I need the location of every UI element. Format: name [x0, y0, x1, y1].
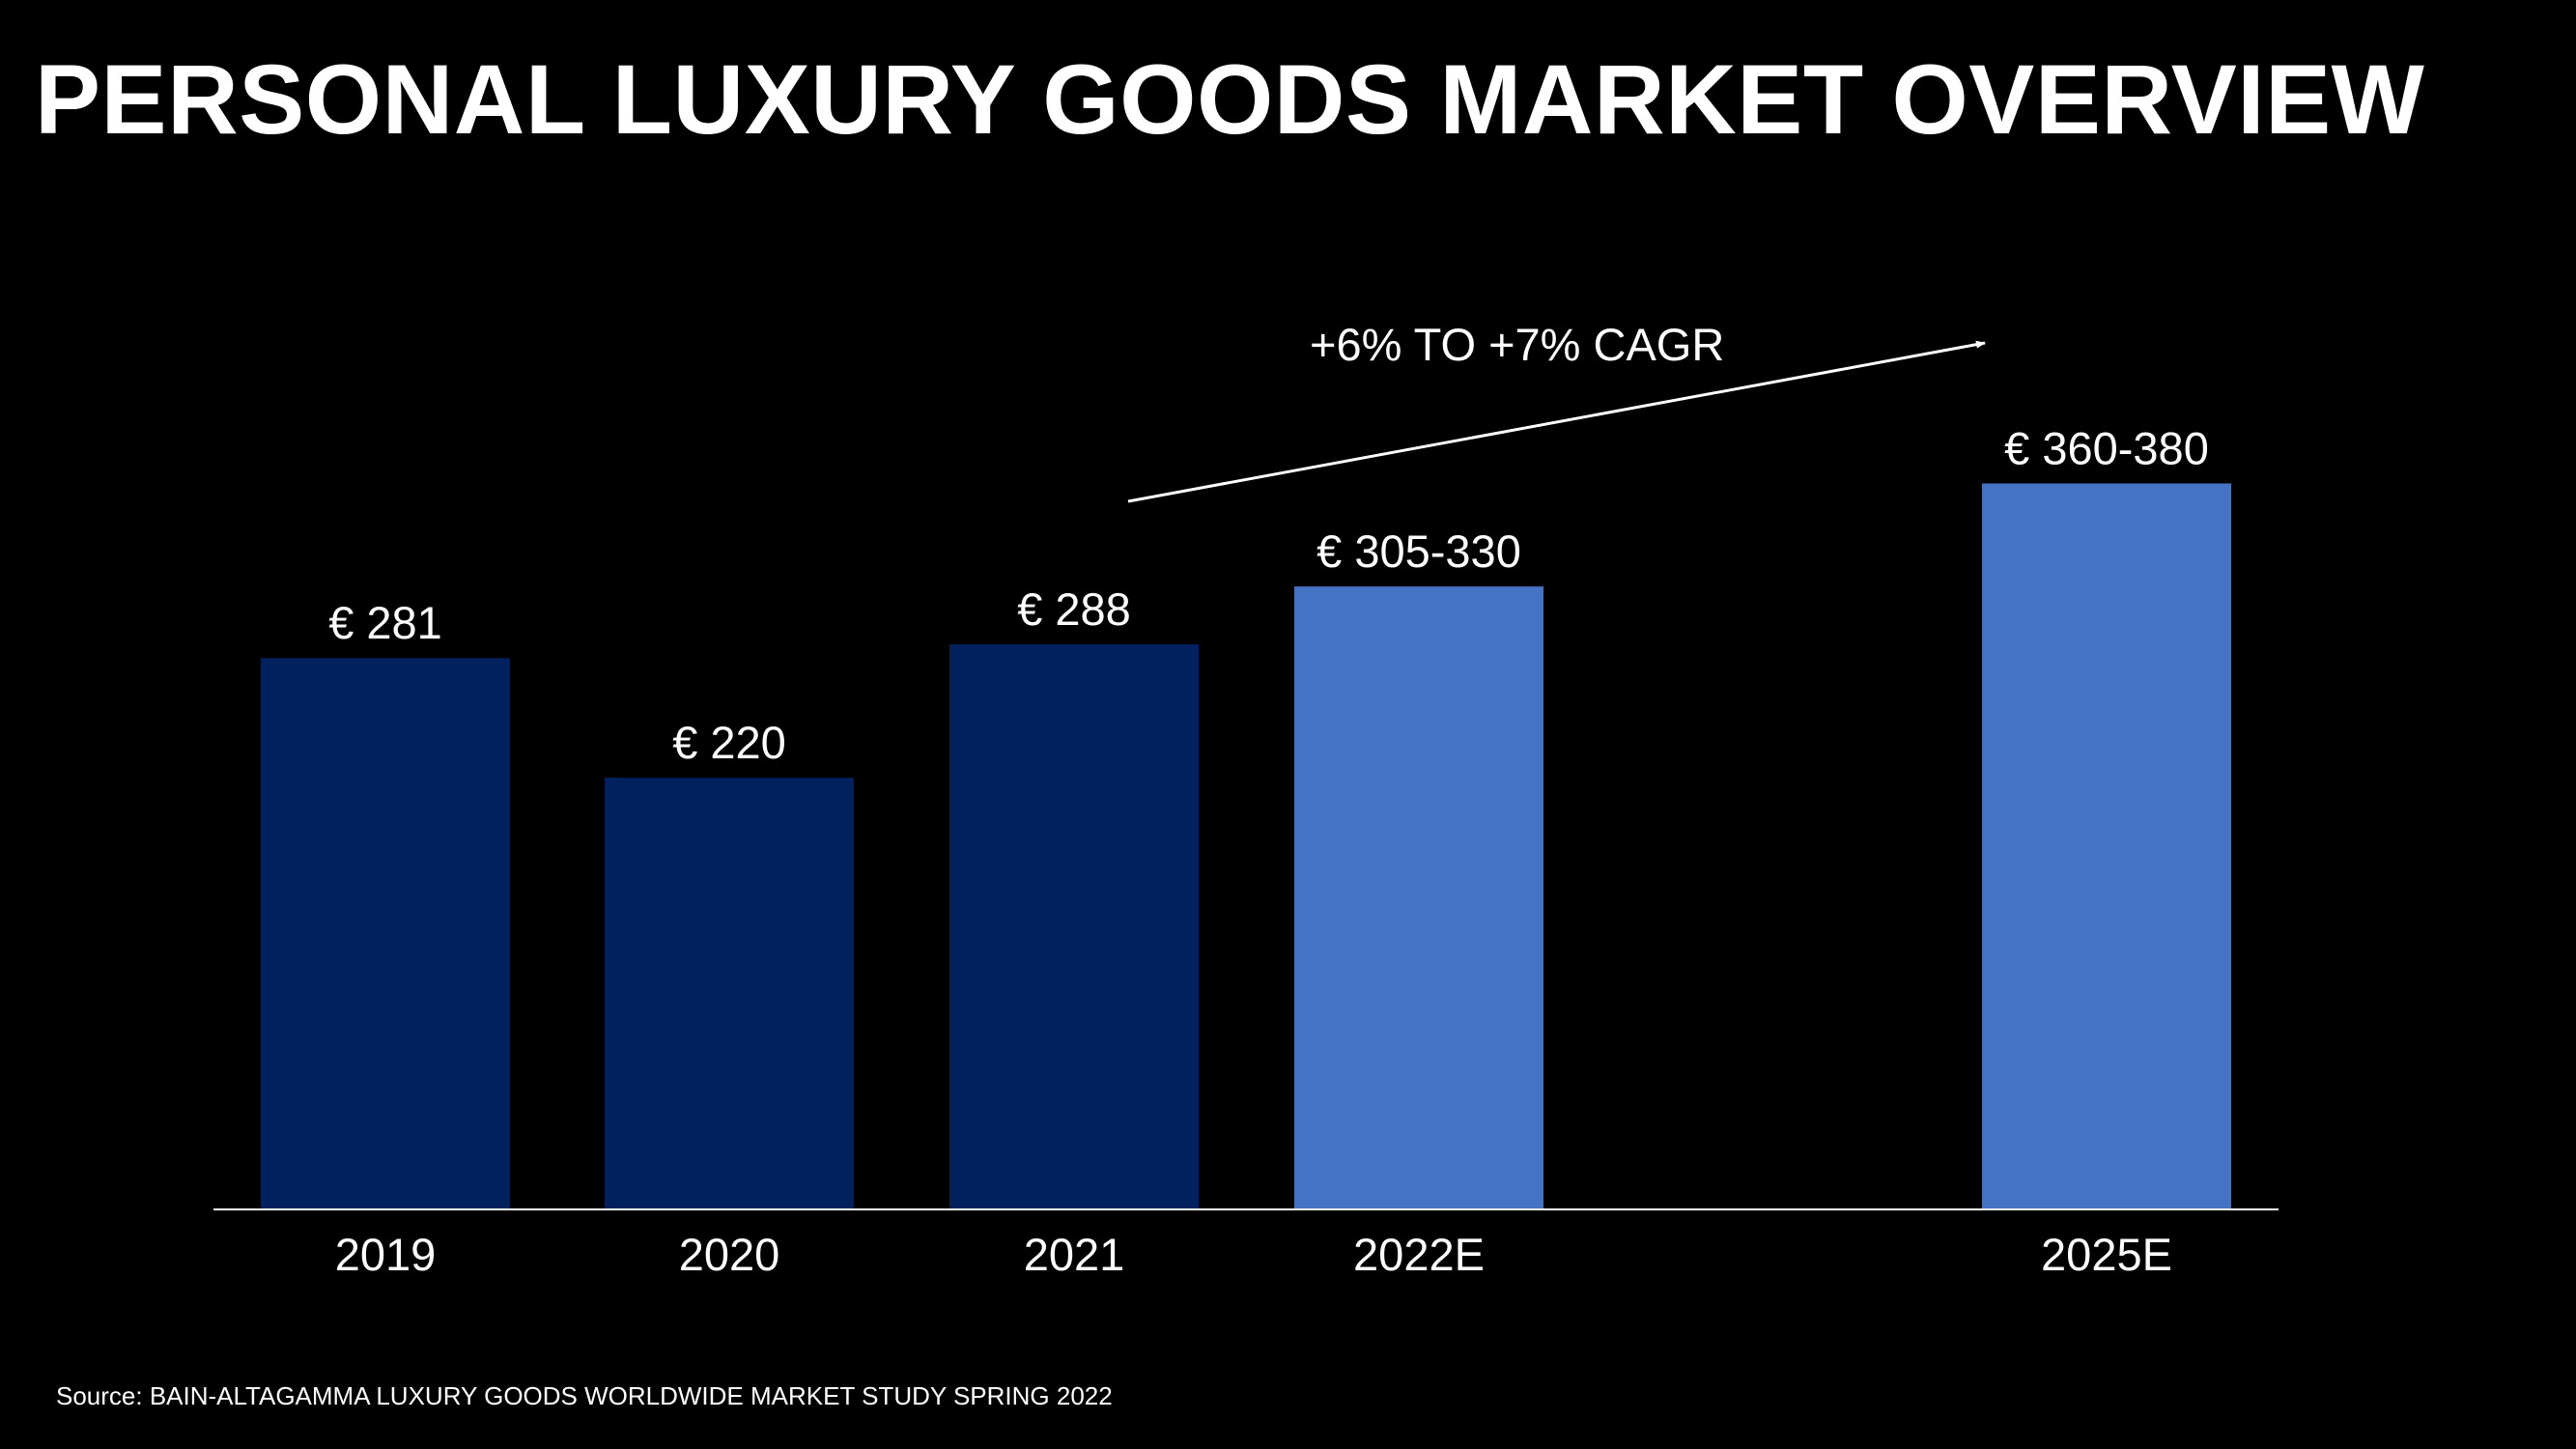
- cagr-annotation: +6% TO +7% CAGR: [1310, 319, 1724, 370]
- x-tick-label-2020: 2020: [679, 1229, 780, 1280]
- x-tick-label-2025e: 2025E: [2041, 1229, 2172, 1280]
- bar-2022e: [1294, 586, 1543, 1209]
- x-tick-label-2021: 2021: [1024, 1229, 1125, 1280]
- data-label-2021: € 288: [1017, 583, 1131, 635]
- cagr-trend-arrow: [1127, 340, 1986, 503]
- bar-2025e: [1982, 483, 2231, 1209]
- bar-2020: [605, 778, 854, 1209]
- bar-2019: [261, 658, 510, 1209]
- data-label-2025e: € 360-380: [2004, 422, 2209, 473]
- bars-layer: [261, 483, 2231, 1209]
- source-note: Source: BAIN-ALTAGAMMA LUXURY GOODS WORL…: [56, 1381, 1113, 1410]
- data-label-2019: € 281: [328, 597, 442, 648]
- labels-layer: € 281 2019 € 220 2020 € 288 2021 € 305-330 2022…: [328, 422, 2209, 1280]
- data-label-2020: € 220: [672, 717, 786, 768]
- data-label-2022e: € 305-330: [1316, 526, 1521, 577]
- bar-2021: [949, 644, 1199, 1209]
- slide-title: PERSONAL LUXURY GOODS MARKET OVERVIEW: [35, 44, 2425, 155]
- x-tick-label-2022e: 2022E: [1353, 1229, 1485, 1280]
- x-tick-label-2019: 2019: [335, 1229, 437, 1280]
